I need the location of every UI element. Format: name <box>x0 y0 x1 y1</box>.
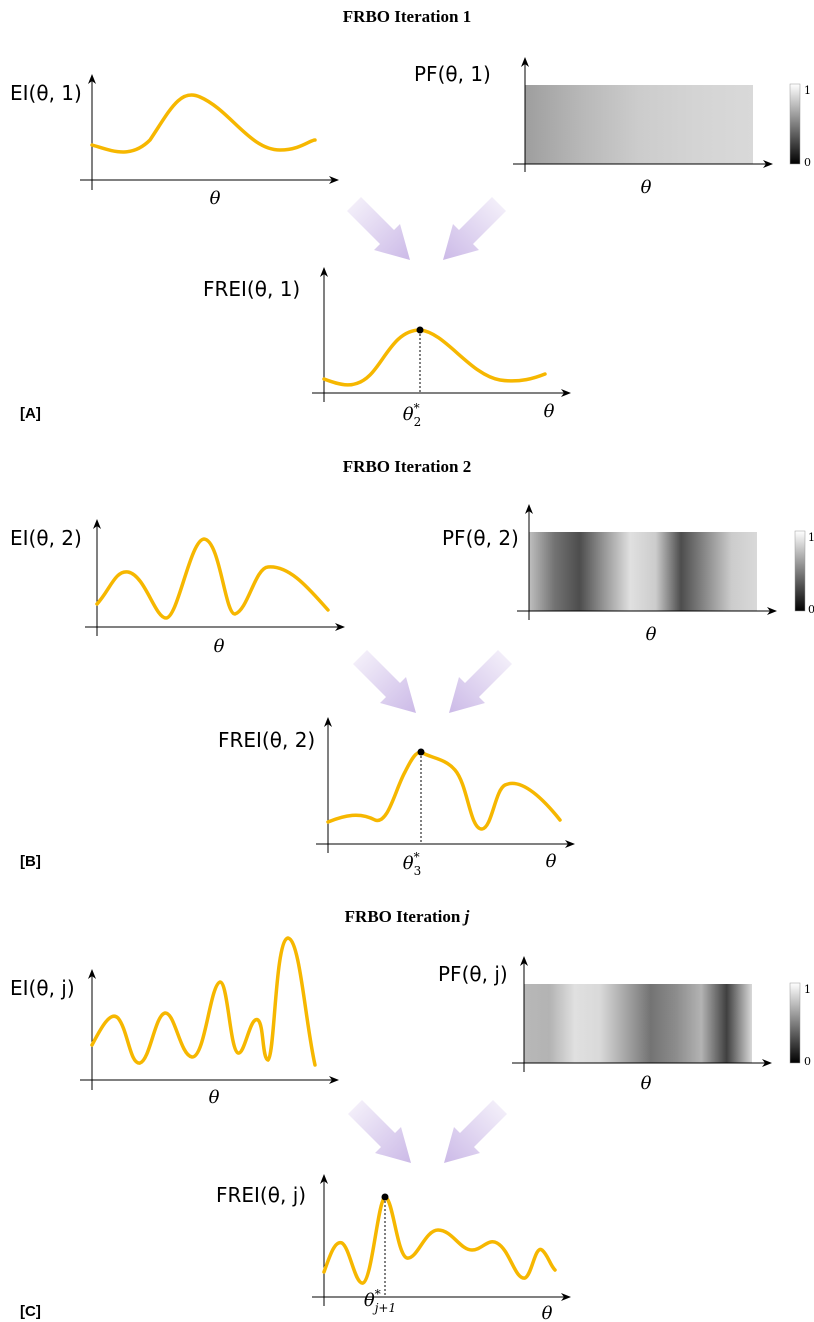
panel-a-pf-heatmap <box>525 85 753 164</box>
panel-c-pf-plot: PF(θ, j) θ 1 0 <box>438 956 811 1094</box>
panel-c-pf-theta: θ <box>641 1073 652 1094</box>
panel-c-frei-theta: θ <box>542 1303 553 1322</box>
panel-c-colorbar <box>789 982 801 1064</box>
panel-b-frei-label: FREI(θ, 2) <box>218 728 315 752</box>
panel-c-pf-label: PF(θ, j) <box>438 962 508 986</box>
panel-a-ei-plot: EI(θ, 1) θ <box>10 74 339 209</box>
panel-c-arrow-left <box>348 1100 411 1163</box>
panel-b-colorbar-min: 0 <box>808 603 814 616</box>
panel-a-pf-label: PF(θ, 1) <box>414 62 491 86</box>
panel-b-frei-plot: FREI(θ, 2) θ θ* 3 <box>218 717 575 878</box>
panel-b-pf-label: PF(θ, 2) <box>442 526 519 550</box>
panel-b-label: [B] <box>20 853 41 870</box>
panel-c-combine-arrows <box>348 1100 507 1163</box>
panel-b-opt-theta: θ* 3 <box>403 850 421 878</box>
panel-a-label: [A] <box>20 405 41 422</box>
panel-a-frei-plot: FREI(θ, 1) θ θ* 2 <box>203 267 571 429</box>
panel-a-pf-plot: PF(θ, 1) θ 1 0 <box>414 57 811 198</box>
panel-b-frei-curve <box>326 750 562 831</box>
panel-c: FRBO Iteration j EI(θ, j) θ PF(θ, j) θ 1… <box>10 907 811 1322</box>
panel-b-combine-arrows <box>353 650 512 713</box>
panel-c-colorbar-min: 0 <box>804 1055 811 1068</box>
panel-a-colorbar-max: 1 <box>804 84 811 97</box>
panel-c-opt-theta: θ* j+1 <box>364 1287 396 1315</box>
panel-a-colorbar <box>789 83 801 165</box>
panel-a-colorbar-min: 0 <box>804 156 811 169</box>
panel-a-frei-opt-point <box>416 326 424 334</box>
panel-a-arrow-left <box>347 197 410 260</box>
panel-b-pf-theta: θ <box>646 624 657 645</box>
panel-a-frei-curve <box>322 328 547 387</box>
panel-c-ei-label: EI(θ, j) <box>10 976 75 1000</box>
panel-a-ei-theta: θ <box>210 188 221 209</box>
panel-c-pf-heatmap <box>524 984 752 1063</box>
panel-b-title: FRBO Iteration 2 <box>343 457 471 476</box>
panel-c-frei-curve <box>322 1195 557 1285</box>
panel-b-colorbar <box>794 530 806 612</box>
panel-a-frei-label: FREI(θ, 1) <box>203 277 300 301</box>
panel-b-frei-opt-point <box>417 748 425 756</box>
panel-a-title: FRBO Iteration 1 <box>343 7 471 26</box>
panel-b-arrow-right <box>449 650 512 713</box>
panel-c-frei-label: FREI(θ, j) <box>216 1183 306 1207</box>
panel-b-arrow-left <box>353 650 416 713</box>
panel-c-arrow-right <box>444 1100 507 1163</box>
panel-a-pf-theta: θ <box>641 177 652 198</box>
panel-b-ei-curve <box>95 537 330 620</box>
panel-c-ei-curve <box>90 936 317 1067</box>
panel-a-ei-label: EI(θ, 1) <box>10 81 82 105</box>
panel-a-arrow-right <box>443 197 506 260</box>
panel-c-ei-theta: θ <box>209 1087 220 1108</box>
panel-b-colorbar-max: 1 <box>808 531 814 544</box>
panel-c-frei-plot: FREI(θ, j) θ θ* j+1 <box>216 1174 571 1322</box>
panel-b-pf-plot: PF(θ, 2) θ 1 0 <box>442 504 814 645</box>
panel-c-label: [C] <box>20 1303 41 1320</box>
panel-c-ei-plot: EI(θ, j) θ <box>10 936 339 1108</box>
panel-a-combine-arrows <box>347 197 506 260</box>
panel-b-pf-heatmap <box>529 532 757 611</box>
panel-c-colorbar-max: 1 <box>804 983 811 996</box>
panel-a-frei-theta: θ <box>544 401 555 422</box>
panel-b-ei-plot: EI(θ, 2) θ <box>10 519 345 657</box>
panel-b-ei-label: EI(θ, 2) <box>10 526 82 550</box>
panel-a: FRBO Iteration 1 EI(θ, 1) θ PF(θ, 1) θ 1… <box>10 7 811 429</box>
panel-b: FRBO Iteration 2 EI(θ, 2) θ PF(θ, 2) θ 1… <box>10 457 814 878</box>
panel-b-ei-theta: θ <box>214 636 225 657</box>
panel-c-frei-opt-point <box>381 1193 389 1201</box>
panel-c-title: FRBO Iteration j <box>345 907 470 926</box>
panel-a-ei-curve <box>90 93 317 154</box>
panel-a-opt-theta: θ* 2 <box>403 401 421 429</box>
panel-b-frei-theta: θ <box>546 851 557 872</box>
